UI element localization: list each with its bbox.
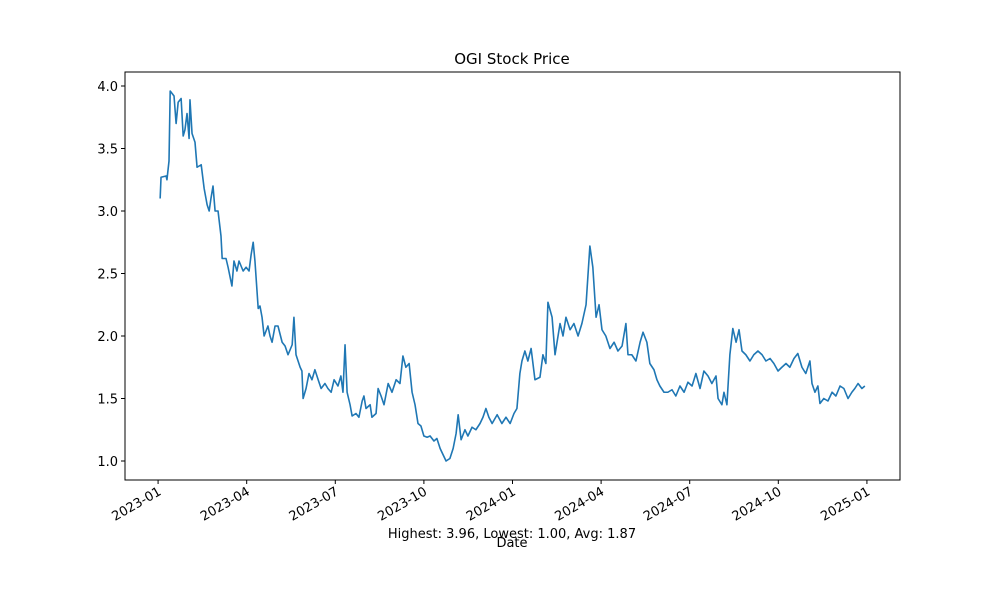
- x-axis-label: Date: [496, 536, 527, 551]
- y-tick-label: 1.5: [97, 393, 118, 408]
- y-tick-label: 2.5: [97, 268, 118, 283]
- y-tick-label: 3.5: [97, 143, 118, 158]
- y-tick-label: 2.0: [97, 330, 118, 345]
- y-tick-label: 1.0: [97, 455, 118, 470]
- annotation: Highest: 3.96, Lowest: 1.00, Avg: 1.87: [388, 527, 636, 542]
- chart-title: OGI Stock Price: [454, 50, 570, 68]
- plot-frame: [124, 71, 901, 481]
- y-tick-label: 3.0: [97, 205, 118, 220]
- y-tick-label: 4.0: [97, 80, 118, 95]
- price-line: [159, 90, 866, 462]
